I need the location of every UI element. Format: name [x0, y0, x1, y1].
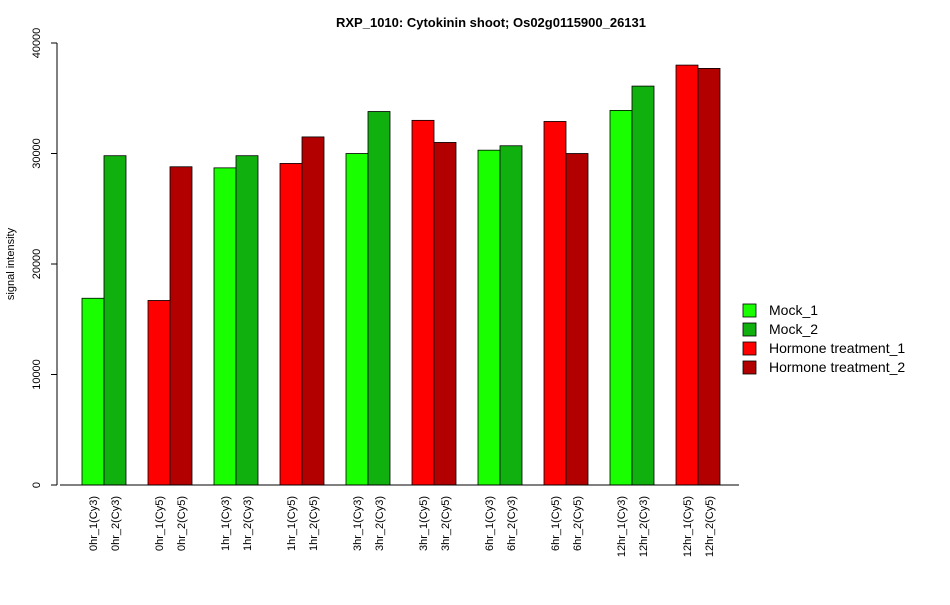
- y-tick-label: 20000: [31, 249, 43, 280]
- y-tick-label: 10000: [31, 359, 43, 390]
- bar: [675, 64, 699, 486]
- bar: [279, 163, 303, 486]
- x-category-labels: 0hr_1(Cy3) 0hr_2(Cy3) 0hr_1(Cy5) 0hr_2(Cy5)…: [88, 496, 716, 557]
- x-category-label: 0hr_2(Cy5): [176, 496, 188, 551]
- x-category-label: 1hr_2(Cy3): [242, 496, 254, 551]
- bar: [411, 119, 435, 486]
- x-category-label: 3hr_1(Cy3): [352, 496, 364, 551]
- chart-title: RXP_1010: Cytokinin shoot; Os02g0115900_…: [336, 15, 646, 30]
- x-category-label: 6hr_2(Cy5): [572, 496, 584, 551]
- legend-label: Hormone treatment_2: [769, 359, 905, 375]
- y-axis-title: signal intensity: [5, 227, 17, 300]
- x-category-label: 3hr_2(Cy3): [374, 496, 386, 551]
- x-category-label: 3hr_2(Cy5): [440, 496, 452, 551]
- x-category-label: 0hr_2(Cy3): [110, 496, 122, 551]
- bar: [499, 145, 523, 486]
- x-category-label: 1hr_2(Cy5): [308, 496, 320, 551]
- legend-label: Mock_1: [769, 302, 818, 318]
- legend-label: Mock_2: [769, 321, 818, 337]
- x-category-label: 12hr_2(Cy5): [704, 496, 716, 557]
- x-category-label: 3hr_1(Cy5): [418, 496, 430, 551]
- bar: [477, 149, 501, 486]
- bar: [301, 136, 325, 486]
- legend-label: Hormone treatment_1: [769, 340, 905, 356]
- legend-swatch: [742, 360, 757, 375]
- bar: [433, 142, 457, 486]
- bar: [235, 155, 259, 486]
- bar: [81, 297, 105, 486]
- bar: [103, 155, 127, 486]
- x-category-label: 12hr_1(Cy5): [682, 496, 694, 557]
- bar: [169, 166, 193, 486]
- y-tick-label: 0: [31, 482, 43, 488]
- x-category-label: 0hr_1(Cy5): [154, 496, 166, 551]
- legend: Mock_1 Mock_2 Hormone treatment_1 Hormone t…: [742, 302, 905, 375]
- legend-swatch: [742, 303, 757, 318]
- bar: [565, 153, 589, 486]
- bars-group: [81, 64, 721, 486]
- y-tick-label: 30000: [31, 138, 43, 169]
- x-category-label: 6hr_1(Cy5): [550, 496, 562, 551]
- legend-swatch: [742, 322, 757, 337]
- x-category-label: 6hr_1(Cy3): [484, 496, 496, 551]
- bar: [345, 153, 369, 486]
- bar: [697, 68, 721, 486]
- x-category-label: 12hr_2(Cy3): [638, 496, 650, 557]
- bar: [543, 121, 567, 486]
- y-tick-label: 40000: [31, 28, 43, 59]
- bar: [367, 111, 391, 486]
- bar: [609, 110, 633, 486]
- x-category-label: 0hr_1(Cy3): [88, 496, 100, 551]
- bar: [147, 300, 171, 486]
- bar: [631, 85, 655, 486]
- bar: [213, 167, 237, 486]
- x-category-label: 1hr_1(Cy5): [286, 496, 298, 551]
- x-category-label: 6hr_2(Cy3): [506, 496, 518, 551]
- legend-swatch: [742, 341, 757, 356]
- x-category-label: 1hr_1(Cy3): [220, 496, 232, 551]
- x-category-label: 12hr_1(Cy3): [616, 496, 628, 557]
- y-axis: 0 10000 20000 30000 40000: [31, 28, 58, 488]
